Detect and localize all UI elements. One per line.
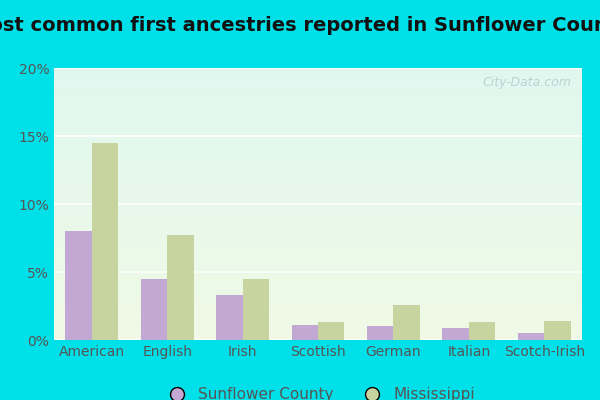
Bar [367,326,394,340]
Bar [318,322,344,340]
Text: City-Data.com: City-Data.com [482,76,571,89]
Bar [92,143,118,340]
Bar [544,321,571,340]
Text: Most common first ancestries reported in Sunflower County: Most common first ancestries reported in… [0,16,600,35]
Bar [216,295,242,340]
Bar [242,279,269,340]
Bar [442,328,469,340]
Bar [167,235,194,340]
Bar [141,279,167,340]
Bar [292,325,318,340]
Bar [518,333,544,340]
Bar [394,305,420,340]
Bar [469,322,495,340]
Bar [65,231,92,340]
Legend: Sunflower County, Mississippi: Sunflower County, Mississippi [155,381,481,400]
